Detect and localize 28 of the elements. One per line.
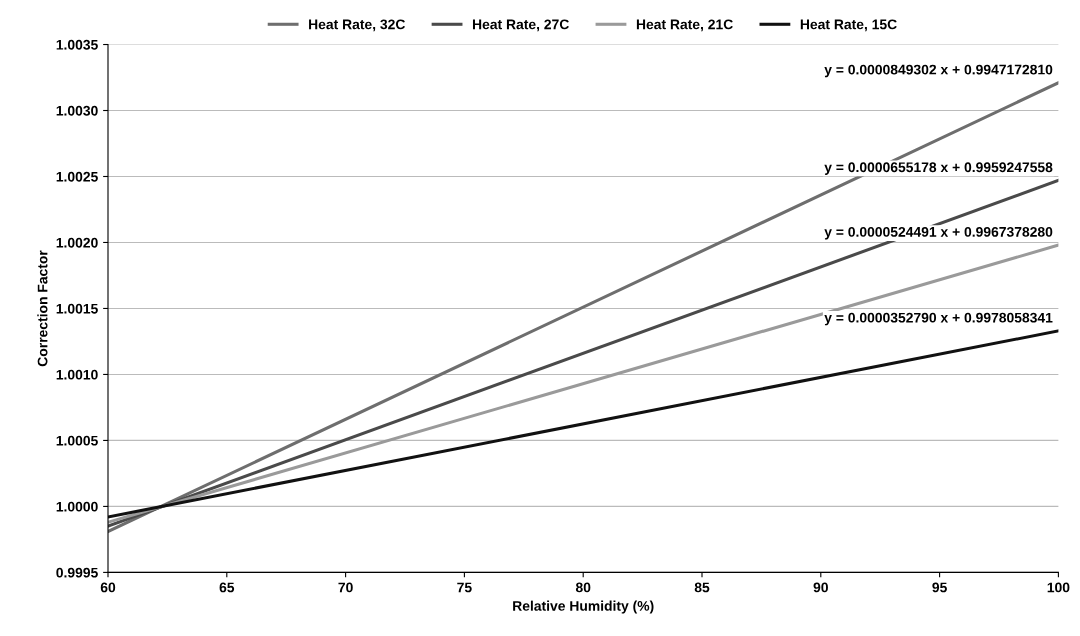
x-tick-label: 100 [1047,582,1070,593]
annotation: y = 0.0000352790 x + 0.9978058341 [824,312,1053,326]
legend-label: Heat Rate, 15C [800,19,897,32]
x-tick-label: 70 [338,582,353,593]
y-tick-label: 1.0035 [56,39,98,50]
x-tick-label: 90 [813,582,828,593]
x-tick-label: 60 [100,582,116,593]
y-axis-title: Correction Factor [37,250,48,367]
x-tick-label: 95 [932,582,947,593]
y-tick-label: 1.0000 [56,501,98,512]
annotation: y = 0.0000524491 x + 0.9967378280 [824,226,1053,240]
y-tick-label: 1.0010 [56,369,98,380]
annotation: y = 0.0000655178 x + 0.9959247558 [824,162,1053,175]
y-tick-label: 1.0020 [56,237,98,248]
x-tick-label: 85 [694,582,710,593]
y-tick-label: 1.0025 [56,171,98,182]
y-tick-label: 0.9995 [56,567,98,578]
legend-label: Heat Rate, 27C [472,19,569,32]
x-tick-label: 80 [575,582,591,593]
x-tick-label: 65 [219,582,235,593]
x-axis-title: Relative Humidity (%) [513,600,654,614]
legend-label: Heat Rate, 21C [636,19,733,32]
y-tick-label: 1.0015 [56,303,98,314]
y-tick-label: 1.0005 [56,435,98,446]
legend-label: Heat Rate, 32C [309,19,406,32]
annotation: y = 0.0000849302 x + 0.9947172810 [824,64,1053,78]
x-tick-label: 75 [457,582,472,593]
y-tick-label: 1.0030 [56,105,98,116]
